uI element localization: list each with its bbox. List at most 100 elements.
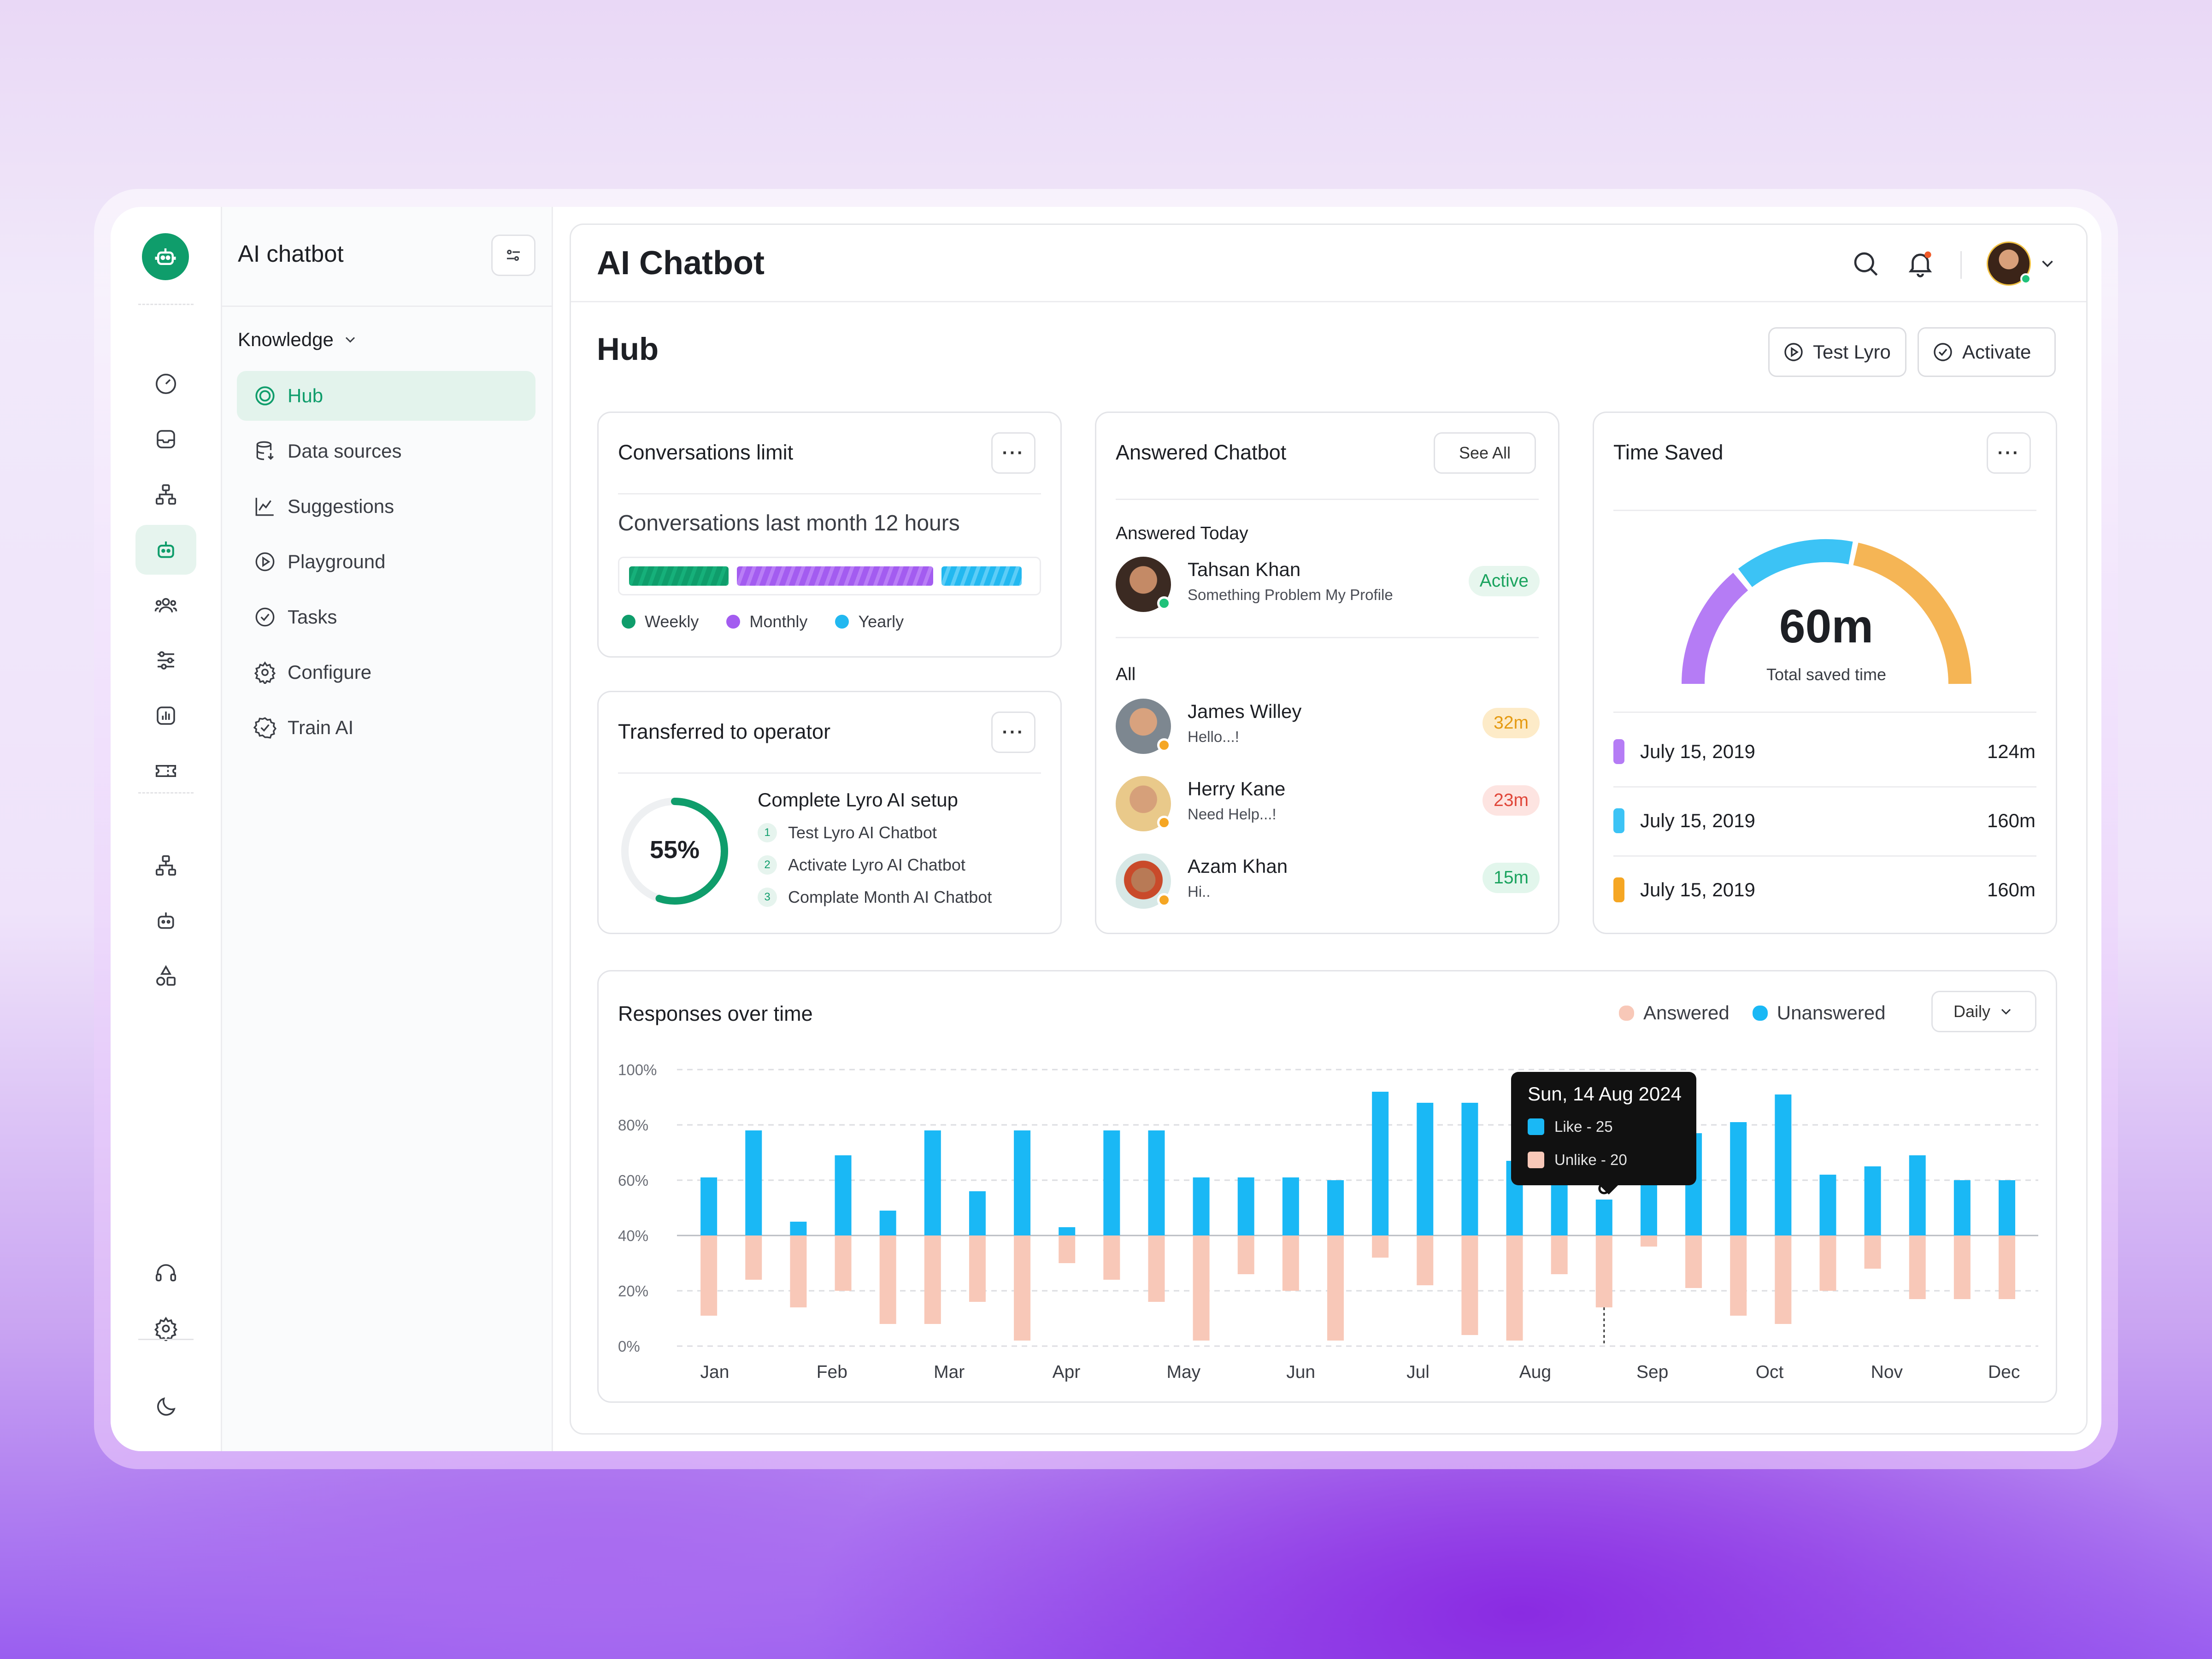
chevron-down-icon <box>2001 1009 2011 1015</box>
search-icon[interactable] <box>1849 247 1882 280</box>
test-lyro-button[interactable]: Test Lyro <box>1768 327 1906 377</box>
answered-today-item[interactable]: Tahsan Khan Something Problem My Profile… <box>1116 557 1540 617</box>
nav-item-tasks[interactable]: Tasks <box>237 592 535 642</box>
dashboard-icon[interactable] <box>135 359 196 409</box>
avatar <box>1116 557 1171 612</box>
bot-outline-icon[interactable] <box>135 896 196 946</box>
users-icon[interactable] <box>135 580 196 630</box>
step-number: 1 <box>758 823 777 842</box>
list-item[interactable]: James Willey Hello...! 32m <box>1116 699 1540 759</box>
status-dot <box>1157 893 1171 907</box>
y-tick-label: 80% <box>618 1117 648 1134</box>
setup-step: 1 Test Lyro AI Chatbot <box>758 817 992 849</box>
nav-item-suggestions[interactable]: Suggestions <box>237 482 535 531</box>
unanswered-bar <box>1730 1122 1747 1235</box>
list-item[interactable]: Azam Khan Hi.. 15m <box>1116 853 1540 913</box>
main-content: AI Chatbot Hub Test Lyro Activate Conver… <box>570 224 2088 1435</box>
chart-icon[interactable] <box>135 691 196 741</box>
row-date: July 15, 2019 <box>1640 879 1755 900</box>
knowledge-group-toggle[interactable]: Knowledge <box>238 329 359 351</box>
card-title: Conversations limit <box>618 441 794 464</box>
time-saved-row: July 15, 2019 124m <box>1613 717 2036 786</box>
x-month-label: May <box>1167 1362 1201 1382</box>
sliders-icon[interactable] <box>135 635 196 685</box>
setup-step: 2 Activate Lyro AI Chatbot <box>758 849 992 881</box>
list-item[interactable]: Herry Kane Need Help...! 23m <box>1116 776 1540 836</box>
more-options-button[interactable]: ··· <box>991 432 1035 474</box>
person-name: Azam Khan <box>1188 855 1288 877</box>
nav-item-train-ai[interactable]: Train AI <box>237 703 535 753</box>
bot-icon[interactable] <box>135 525 196 575</box>
card-title: Transferred to operator <box>618 720 831 743</box>
card-divider <box>618 772 1041 774</box>
legend-weekly: Weekly <box>645 612 699 631</box>
network-icon[interactable] <box>135 841 196 890</box>
page-title: AI Chatbot <box>597 245 765 282</box>
hub-icon <box>255 386 275 406</box>
nav-settings-button[interactable] <box>491 235 535 276</box>
card-title: Time Saved <box>1613 441 1724 464</box>
answered-bar <box>700 1235 718 1316</box>
answered-bar <box>1237 1235 1254 1274</box>
step-label: Activate Lyro AI Chatbot <box>788 855 965 874</box>
chevron-down-icon[interactable] <box>2031 247 2064 280</box>
activate-label: Activate <box>1962 341 2031 363</box>
ticket-icon[interactable] <box>135 746 196 796</box>
answered-bar <box>1461 1235 1478 1335</box>
legend-dot <box>1752 1005 1768 1021</box>
unanswered-bar <box>1148 1130 1165 1235</box>
answered-bar <box>790 1235 807 1307</box>
answered-bar <box>1999 1235 2016 1299</box>
inbox-icon[interactable] <box>135 414 196 464</box>
avatar <box>1116 853 1171 909</box>
gear-icon <box>254 661 276 684</box>
answered-chatbot-card: Answered Chatbot See All Answered Today … <box>1095 412 1559 934</box>
more-options-button[interactable]: ··· <box>991 712 1035 753</box>
x-month-label: Apr <box>1053 1362 1081 1382</box>
unanswered-bar <box>1864 1166 1881 1235</box>
badge-check-icon <box>253 717 276 739</box>
tooltip-swatch <box>1528 1118 1544 1135</box>
answered-bar <box>745 1235 762 1280</box>
answered-bar <box>1685 1235 1702 1288</box>
tooltip-row: Unlike - 20 <box>1528 1151 1627 1169</box>
card-divider <box>1116 499 1539 500</box>
gear-icon[interactable] <box>135 1304 196 1353</box>
unanswered-bar <box>1014 1130 1031 1235</box>
unanswered-bar <box>1237 1177 1254 1235</box>
nav-item-label: Tasks <box>288 606 337 628</box>
time-saved-row: July 15, 2019 160m <box>1613 786 2036 855</box>
more-options-button[interactable]: ··· <box>1987 432 2031 474</box>
legend-answered: Answered <box>1643 1002 1730 1024</box>
see-all-button[interactable]: See All <box>1434 432 1536 474</box>
moon-icon[interactable] <box>135 1382 196 1432</box>
time-badge: 32m <box>1483 708 1540 738</box>
usage-bar-track <box>618 557 1041 595</box>
unanswered-bar <box>1775 1094 1792 1235</box>
icon-rail <box>111 207 222 1451</box>
headset-icon[interactable] <box>135 1248 196 1298</box>
status-dot <box>1157 816 1171 830</box>
notification-bell-icon[interactable] <box>1904 247 1937 280</box>
chatbot-logo-icon[interactable] <box>142 233 189 280</box>
answered-bar <box>1014 1235 1031 1341</box>
row-color-marker <box>1613 739 1624 764</box>
gauge-segment-orange <box>1853 542 1971 684</box>
nav-item-hub[interactable]: Hub <box>237 371 535 421</box>
chart-tooltip: Sun, 14 Aug 2024 Like - 25 Unlike - 20 <box>1511 1072 1696 1194</box>
person-name: James Willey <box>1188 700 1302 722</box>
answered-bar <box>1551 1235 1568 1274</box>
nav-item-data-sources[interactable]: Data sources <box>237 426 535 476</box>
period-select[interactable]: Daily <box>1931 991 2036 1032</box>
unanswered-bar <box>924 1130 941 1235</box>
tooltip-unlike: Unlike - 20 <box>1554 1151 1627 1168</box>
hierarchy-icon[interactable] <box>135 470 196 519</box>
user-avatar[interactable] <box>1987 241 2031 286</box>
nav-item-configure[interactable]: Configure <box>237 647 535 697</box>
activate-button[interactable]: Activate <box>1918 327 2056 377</box>
nav-item-playground[interactable]: Playground <box>237 537 535 587</box>
top-bar: AI Chatbot <box>571 225 2086 302</box>
responses-legend: Answered Unanswered <box>1619 1002 1886 1024</box>
time-badge: 23m <box>1483 785 1540 816</box>
shapes-icon[interactable] <box>135 951 196 1001</box>
